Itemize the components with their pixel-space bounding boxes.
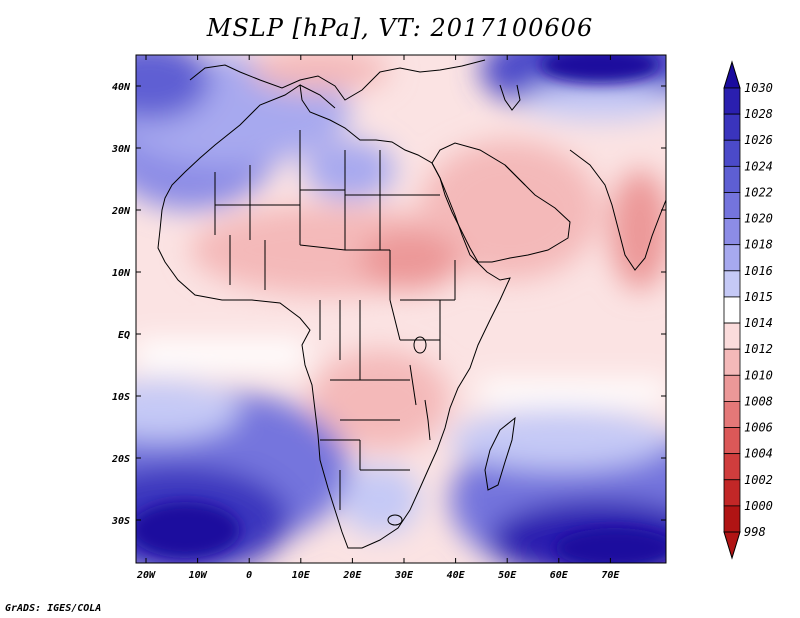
colorbar-label: 1002 xyxy=(744,473,773,487)
colorbar-segment xyxy=(723,244,741,272)
colorbar-label: 1006 xyxy=(744,421,773,435)
colorbar-label: 1015 xyxy=(744,290,773,304)
colorbar-label: 1020 xyxy=(744,212,773,226)
colorbar-label: 1024 xyxy=(744,159,773,173)
lon-label: 70E xyxy=(601,570,620,581)
colorbar-label: 1028 xyxy=(744,107,773,121)
lon-label: 20E xyxy=(342,570,362,581)
colorbar-label: 998 xyxy=(744,525,766,539)
map-title: MSLP [hPa], VT: 2017100606 xyxy=(206,14,594,42)
colorbar-segment xyxy=(723,87,741,115)
colorbar-segment xyxy=(723,218,741,246)
colorbar-label: 1014 xyxy=(744,316,773,330)
colorbar-label: 1004 xyxy=(744,447,773,461)
lat-label: EQ xyxy=(118,330,130,341)
colorbar-segment xyxy=(723,322,741,350)
lat-label: 20N xyxy=(111,206,131,217)
colorbar-segment xyxy=(723,165,741,193)
colorbar-label: 1008 xyxy=(744,394,773,408)
colorbar-segment xyxy=(723,427,741,455)
grads-credit: GrADS: IGES/COLA xyxy=(5,603,102,614)
colorbar-segment xyxy=(723,296,741,324)
lat-label: 30N xyxy=(111,144,131,155)
lat-label: 30S xyxy=(111,516,130,527)
lon-label: 50E xyxy=(498,570,517,581)
lon-label: 10E xyxy=(292,570,311,581)
plot-frame xyxy=(135,54,667,564)
colorbar-label: 1012 xyxy=(744,342,773,356)
colorbar-label: 1022 xyxy=(744,185,773,199)
colorbar-bottom-arrow xyxy=(723,531,741,560)
longitude-axis: 20W 10W 0 10E 20E 30E 40E 50E 60E 70E xyxy=(136,55,620,581)
colorbar: 1030 1028 1026 1024 1022 1020 1018 1016 1015 1014… xyxy=(723,60,773,560)
colorbar-segment xyxy=(723,401,741,428)
lat-label: 10N xyxy=(112,268,131,279)
colorbar-segment xyxy=(723,505,741,533)
lat-label: 40N xyxy=(112,82,131,93)
colorbar-segment xyxy=(723,270,741,298)
pressure-field xyxy=(136,55,666,563)
colorbar-segment xyxy=(723,139,741,167)
colorbar-label: 1030 xyxy=(744,81,773,95)
colorbar-label: 1000 xyxy=(744,499,773,513)
colorbar-segment xyxy=(723,479,741,507)
lon-label: 10W xyxy=(189,570,208,581)
colorbar-label: 1016 xyxy=(744,264,773,278)
colorbar-label: 1026 xyxy=(744,133,773,147)
lon-label: 0 xyxy=(246,570,252,581)
colorbar-segment xyxy=(723,192,741,219)
lon-label: 40E xyxy=(447,570,466,581)
lat-label: 20S xyxy=(111,454,130,465)
colorbar-segment xyxy=(723,113,741,141)
colorbar-top-arrow xyxy=(723,60,741,89)
colorbar-segment xyxy=(723,374,741,402)
lat-label: 10S xyxy=(112,392,130,403)
coastlines xyxy=(157,59,666,549)
latitude-axis: 40N 30N 20N 10N EQ 10S 20S 30S xyxy=(111,82,666,527)
lon-label: 30E xyxy=(394,570,414,581)
lon-label: 60E xyxy=(550,570,569,581)
colorbar-label: 1010 xyxy=(744,368,773,382)
colorbar-segment xyxy=(723,348,741,376)
lon-label: 20W xyxy=(136,570,156,581)
colorbar-segment xyxy=(723,453,741,481)
colorbar-label: 1018 xyxy=(744,238,773,252)
